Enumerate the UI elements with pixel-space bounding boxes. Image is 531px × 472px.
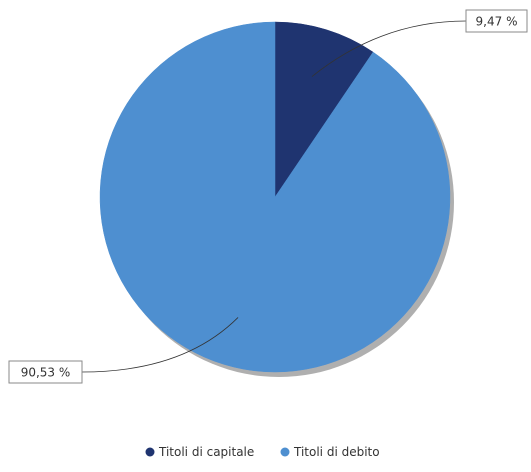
pie-slices	[99, 21, 451, 373]
data-label-titoli-di-debito: 90,53 %	[21, 366, 71, 380]
leader-line-titoli-di-debito	[81, 317, 239, 373]
data-label-box-titoli-di-debito	[8, 360, 83, 384]
legend-marker-titoli-di-capitale	[145, 447, 155, 457]
legend-item-titoli-di-debito[interactable]: Titoli di debito	[280, 445, 380, 459]
legend-label-titoli-di-debito: Titoli di debito	[293, 445, 380, 459]
data-labels: 9,47 % 90,53 %	[8, 9, 528, 384]
data-label-box-titoli-di-capitale	[465, 9, 528, 33]
legend-label-titoli-di-capitale: Titoli di capitale	[158, 445, 254, 459]
legend-item-titoli-di-capitale[interactable]: Titoli di capitale	[145, 445, 255, 459]
data-label-titoli-di-capitale: 9,47 %	[476, 15, 518, 29]
legend-marker-titoli-di-debito	[280, 447, 290, 457]
pie-slice-titoli-di-capitale[interactable]	[274, 21, 374, 198]
pie-slice-titoli-di-debito[interactable]	[99, 21, 451, 373]
leader-line-titoli-di-capitale	[311, 20, 467, 77]
legend: Titoli di capitale Titoli di debito	[145, 445, 380, 459]
